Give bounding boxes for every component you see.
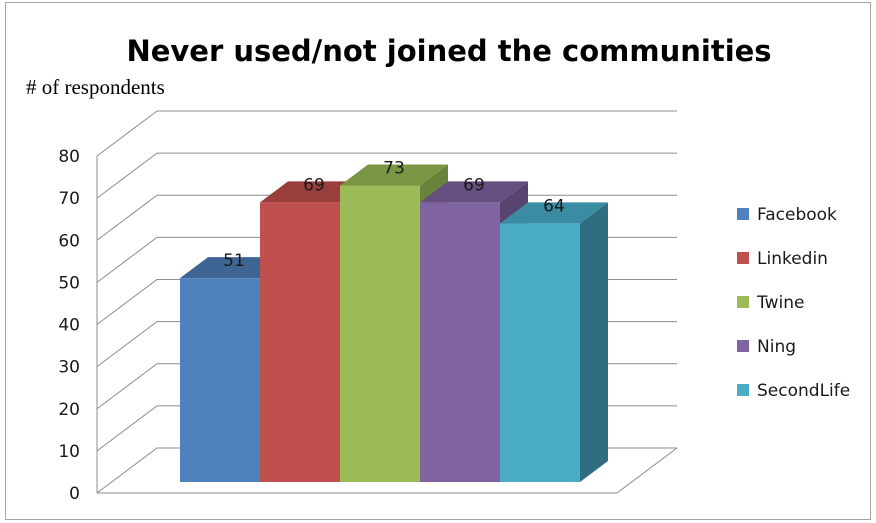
legend-swatch: [737, 296, 749, 308]
legend-swatch: [737, 384, 749, 396]
bar-chart: Never used/not joined the communities # …: [26, 34, 850, 504]
legend-item-facebook: Facebook: [737, 205, 837, 225]
data-label-linkedin: 69: [303, 175, 325, 195]
data-label-twine: 73: [383, 158, 405, 178]
legend-item-twine: Twine: [737, 293, 804, 313]
y-tick-label-0: 0: [69, 484, 80, 504]
legend-swatch: [737, 252, 749, 264]
legend-label: Facebook: [757, 205, 837, 225]
data-label-secondlife: 64: [543, 196, 565, 216]
floor-edge: [97, 447, 678, 494]
bar-front: [260, 202, 340, 482]
y-tick-label-40: 40: [58, 316, 80, 336]
y-tick-label-70: 70: [58, 189, 80, 209]
chart-title: Never used/not joined the communities: [126, 34, 771, 68]
data-label-ning: 69: [463, 175, 485, 195]
bar-top: [420, 181, 528, 203]
bar-front: [500, 223, 580, 482]
legend-item-ning: Ning: [737, 337, 796, 357]
y-tick-label-10: 10: [58, 442, 80, 462]
data-label-facebook: 51: [223, 251, 245, 271]
y-axis-ticks: 0 10 20 30 40 50 60 70 80: [58, 147, 80, 504]
legend-swatch: [737, 340, 749, 352]
y-axis-label: # of respondents: [26, 75, 165, 99]
bars: [180, 164, 608, 483]
chart-frame: Never used/not joined the communities # …: [5, 2, 871, 520]
legend-swatch: [737, 208, 749, 220]
legend-label: Ning: [757, 337, 796, 357]
gridline-80: [96, 110, 677, 157]
data-labels: 51 69 73 69 64: [223, 158, 565, 271]
bar-top: [500, 202, 608, 224]
bar-front: [180, 278, 260, 482]
legend-item-secondlife: SecondLife: [737, 381, 850, 401]
y-tick-label-60: 60: [58, 231, 80, 251]
y-tick-label-80: 80: [58, 147, 80, 167]
legend-label: SecondLife: [757, 381, 850, 401]
legend-label: Twine: [756, 293, 804, 313]
bar-front: [340, 185, 420, 483]
gridline-70: [96, 152, 677, 199]
y-tick-label-30: 30: [58, 358, 80, 378]
bar-secondlife: [500, 202, 608, 482]
y-tick-label-20: 20: [58, 400, 80, 420]
plot-walls: [96, 110, 678, 494]
legend: Facebook Linkedin Twine Ning SecondLife: [737, 205, 850, 401]
legend-label: Linkedin: [757, 249, 828, 269]
bar-side: [580, 202, 608, 482]
y-tick-label-50: 50: [58, 273, 80, 293]
legend-item-linkedin: Linkedin: [737, 249, 828, 269]
bar-top: [340, 164, 448, 186]
bar-front: [420, 202, 500, 482]
